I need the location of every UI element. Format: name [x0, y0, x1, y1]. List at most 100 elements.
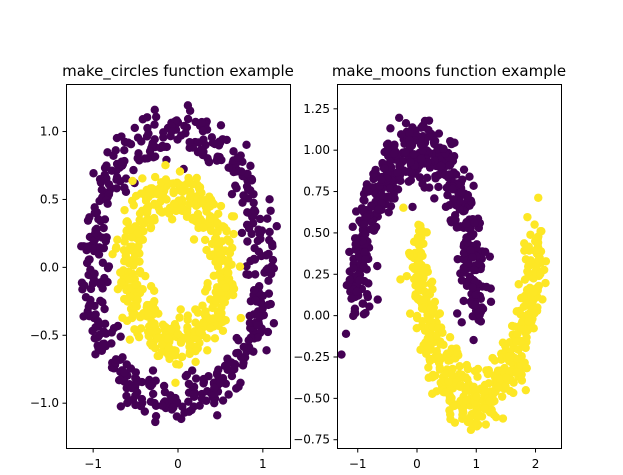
circles-point-series-0	[113, 321, 123, 331]
circles-point-series-0	[255, 214, 265, 224]
circles-point-series-0	[130, 123, 139, 133]
circles-point-series-1	[218, 326, 228, 335]
circles-point-series-0	[185, 137, 194, 147]
circles-point-series-1	[235, 262, 245, 271]
moons-point-series-0	[373, 261, 382, 271]
moons-point-series-0	[471, 300, 480, 310]
circles-point-series-1	[158, 320, 168, 329]
circles-point-series-1	[116, 268, 125, 277]
moons-point-series-1	[520, 239, 529, 248]
circles-point-series-1	[161, 161, 170, 170]
circles-point-series-0	[122, 391, 131, 401]
moons-point-series-1	[453, 348, 462, 357]
circles-point-series-1	[210, 334, 220, 343]
circles-point-series-1	[191, 305, 201, 314]
circles-point-series-0	[157, 401, 167, 410]
moons-point-series-1	[462, 395, 471, 405]
circles-point-series-0	[249, 286, 259, 295]
circles-point-series-1	[146, 282, 156, 291]
circles-point-series-1	[123, 297, 132, 306]
moons-point-series-0	[366, 225, 376, 234]
moons-point-series-0	[350, 304, 360, 313]
moons-point-series-1	[419, 272, 428, 282]
circles-point-series-0	[204, 157, 214, 167]
circles-point-series-0	[148, 389, 158, 399]
moons-point-series-1	[481, 420, 491, 429]
circles-point-series-0	[151, 417, 160, 427]
moons-point-series-0	[360, 248, 369, 257]
moons-point-series-0	[476, 317, 486, 326]
moons-point-series-0	[445, 170, 454, 179]
circles-point-series-1	[171, 378, 180, 387]
moons-point-series-0	[360, 219, 369, 229]
moons-point-series-0	[455, 205, 464, 214]
circles-point-series-0	[189, 390, 198, 399]
circles-point-series-0	[255, 312, 265, 321]
moons-y-tick-label: −0.50	[293, 391, 330, 405]
circles-point-series-1	[191, 357, 200, 367]
moons-point-series-1	[512, 367, 522, 377]
circles-point-series-0	[148, 366, 158, 375]
moons-point-series-0	[470, 218, 479, 228]
circles-point-series-0	[100, 304, 109, 314]
circles-y-tick-label: −0.5	[30, 328, 59, 342]
circles-point-series-0	[234, 382, 243, 391]
moons-point-series-0	[341, 329, 351, 338]
moons-point-series-0	[459, 264, 469, 274]
circles-point-series-1	[229, 212, 239, 221]
moons-point-series-0	[431, 174, 440, 183]
circles-point-series-0	[89, 169, 98, 178]
moons-point-series-1	[416, 345, 425, 354]
circles-point-series-0	[264, 300, 273, 310]
circles-point-series-0	[183, 114, 193, 124]
circles-point-series-0	[272, 222, 281, 231]
moons-point-series-0	[443, 190, 452, 200]
circles-point-series-0	[103, 148, 112, 157]
circles-point-series-1	[169, 188, 178, 198]
moons-point-series-1	[473, 364, 483, 374]
moons-point-series-0	[465, 172, 474, 181]
circles-point-series-0	[224, 390, 233, 399]
moons-y-tick-label: 0.00	[303, 309, 330, 323]
circles-point-series-0	[251, 296, 260, 305]
circles-point-series-1	[224, 268, 233, 277]
circles-point-series-0	[146, 382, 155, 391]
moons-point-series-0	[358, 299, 367, 308]
circles-point-series-0	[250, 255, 260, 264]
circles-y-tick-label: 0.5	[40, 192, 59, 206]
circles-point-series-1	[221, 283, 230, 292]
moons-point-series-1	[505, 338, 514, 347]
circles-point-series-0	[150, 105, 159, 115]
circles-point-series-1	[199, 223, 208, 233]
moons-point-series-0	[361, 255, 370, 264]
circles-point-series-0	[230, 360, 240, 369]
moons-point-series-1	[425, 340, 434, 350]
circles-point-series-1	[134, 332, 144, 342]
circles-point-series-1	[203, 346, 212, 355]
circles-point-series-0	[180, 121, 189, 131]
moons-point-series-0	[474, 259, 484, 268]
circles-point-series-0	[245, 311, 254, 321]
moons-point-series-1	[428, 389, 437, 398]
circles-point-series-0	[249, 205, 259, 215]
circles-point-series-0	[95, 243, 104, 252]
circles-point-series-0	[262, 346, 271, 355]
circles-point-series-0	[94, 215, 103, 224]
circles-point-series-1	[122, 316, 132, 326]
circles-point-series-0	[265, 195, 274, 204]
circles-point-series-0	[133, 154, 142, 163]
moons-point-series-1	[419, 266, 429, 275]
moons-point-series-1	[445, 333, 455, 342]
circles-point-series-1	[216, 201, 226, 211]
circles-point-series-0	[263, 327, 273, 337]
circles-x-tick-label: 0	[174, 457, 182, 471]
circles-point-series-1	[183, 315, 192, 325]
moons-point-series-0	[355, 276, 364, 285]
moons-ticks: −1 0 1 2 −0.75 −0.50 −0.25 0.00 0.25 0.50 0.75 1.00…	[293, 102, 539, 471]
moons-point-series-0	[351, 240, 360, 249]
moons-point-series-1	[485, 397, 494, 406]
circles-point-series-1	[197, 197, 206, 206]
circles-y-tick-label: 1.0	[40, 125, 59, 139]
circles-point-series-0	[242, 140, 251, 149]
moons-point-series-1	[530, 220, 539, 229]
